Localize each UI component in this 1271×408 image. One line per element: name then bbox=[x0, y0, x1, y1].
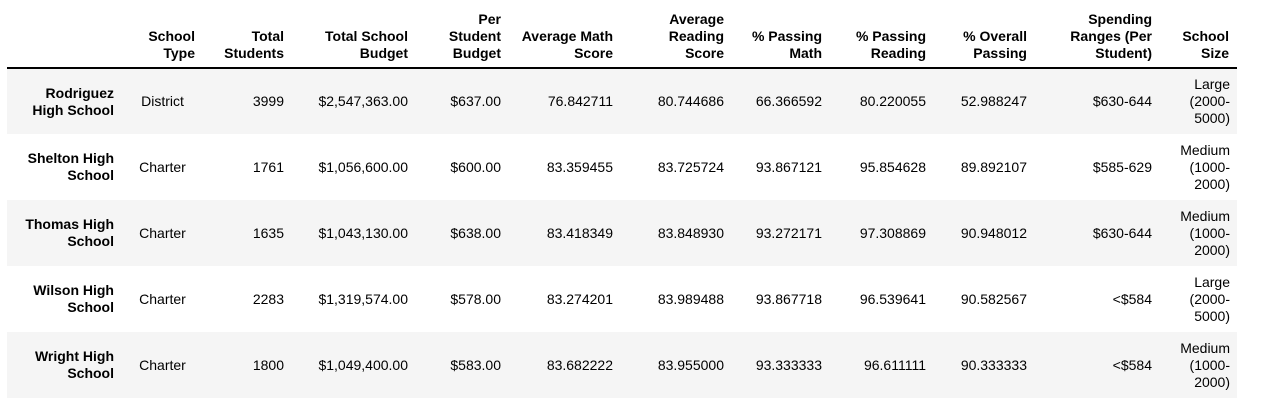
school-size-cell: Large (2000-5000) bbox=[1189, 273, 1230, 324]
passing-reading-cell: 96.539641 bbox=[859, 290, 926, 307]
total-budget-cell: $1,056,600.00 bbox=[318, 158, 408, 175]
per-student-budget-cell: $583.00 bbox=[450, 356, 501, 373]
header-school-size: School Size bbox=[1160, 6, 1237, 69]
passing-math-cell: 93.867718 bbox=[755, 290, 822, 307]
school-summary-table: School Type Total Students Total School … bbox=[7, 6, 1237, 398]
overall-passing-cell: 90.948012 bbox=[960, 224, 1027, 241]
average-math-cell: 83.418349 bbox=[546, 224, 613, 241]
school-name: Thomas High School bbox=[25, 216, 114, 249]
school-name: Wilson High School bbox=[33, 282, 114, 315]
total-students-cell: 3999 bbox=[252, 93, 284, 109]
school-type-cell: District bbox=[141, 93, 184, 109]
spending-range-cell: $630-644 bbox=[1092, 224, 1152, 241]
per-student-budget-cell: $638.00 bbox=[450, 224, 501, 241]
school-type-cell: Charter bbox=[139, 356, 186, 373]
passing-reading-cell: 97.308869 bbox=[859, 224, 926, 241]
passing-math-cell: 93.333333 bbox=[755, 356, 822, 373]
per-student-budget-cell: $637.00 bbox=[450, 93, 501, 109]
total-students-cell: 1635 bbox=[252, 224, 284, 241]
table-row: Wright High School Charter 1800 $1,049,4… bbox=[7, 332, 1237, 398]
header-per-student-budget: Per Student Budget bbox=[416, 6, 509, 69]
spending-range-cell: <$584 bbox=[1112, 356, 1152, 373]
average-reading-cell: 83.725724 bbox=[657, 158, 724, 175]
table-row: Thomas High School Charter 1635 $1,043,1… bbox=[7, 200, 1237, 266]
overall-passing-cell: 90.582567 bbox=[960, 290, 1027, 307]
passing-reading-cell: 96.611111 bbox=[863, 356, 926, 373]
header-passing-reading: % Passing Reading bbox=[830, 6, 934, 69]
overall-passing-cell: 52.988247 bbox=[960, 93, 1027, 109]
school-size-cell: Large (2000-5000) bbox=[1189, 76, 1230, 126]
header-overall-passing: % Overall Passing bbox=[934, 6, 1035, 69]
spending-range-cell: <$584 bbox=[1112, 290, 1152, 307]
header-index bbox=[7, 6, 122, 69]
table-header: School Type Total Students Total School … bbox=[7, 6, 1237, 69]
passing-math-cell: 66.366592 bbox=[755, 93, 822, 109]
school-name: Rodriguez High School bbox=[32, 84, 114, 118]
total-students-cell: 1800 bbox=[252, 356, 284, 373]
header-spending-ranges: Spending Ranges (Per Student) bbox=[1035, 6, 1160, 69]
overall-passing-cell: 90.333333 bbox=[960, 356, 1027, 373]
average-math-cell: 83.682222 bbox=[546, 356, 613, 373]
average-math-cell: 83.274201 bbox=[546, 290, 613, 307]
total-students-cell: 1761 bbox=[252, 158, 284, 175]
average-math-cell: 83.359455 bbox=[546, 158, 613, 175]
header-total-students: Total Students bbox=[203, 6, 292, 69]
table-body: Rodriguez High School District 3999 $2,5… bbox=[7, 68, 1237, 398]
total-budget-cell: $1,043,130.00 bbox=[318, 224, 408, 241]
school-size-cell: Medium (1000-2000) bbox=[1180, 339, 1230, 390]
spending-range-cell: $585-629 bbox=[1092, 158, 1152, 175]
passing-math-cell: 93.867121 bbox=[755, 158, 822, 175]
passing-reading-cell: 95.854628 bbox=[859, 158, 926, 175]
table-row: Wilson High School Charter 2283 $1,319,5… bbox=[7, 266, 1237, 332]
total-budget-cell: $1,049,400.00 bbox=[318, 356, 408, 373]
average-reading-cell: 83.989488 bbox=[657, 290, 724, 307]
per-student-budget-cell: $600.00 bbox=[450, 158, 501, 175]
per-student-budget-cell: $578.00 bbox=[450, 290, 501, 307]
school-type-cell: Charter bbox=[139, 290, 186, 307]
table-row: Shelton High School Charter 1761 $1,056,… bbox=[7, 134, 1237, 200]
average-reading-cell: 83.955000 bbox=[657, 356, 724, 373]
school-name: Wright High School bbox=[34, 348, 114, 381]
header-average-reading-score: Average Reading Score bbox=[621, 6, 732, 69]
header-row: School Type Total Students Total School … bbox=[7, 6, 1237, 69]
total-budget-cell: $1,319,574.00 bbox=[318, 290, 408, 307]
header-school-type: School Type bbox=[122, 6, 203, 69]
average-reading-cell: 80.744686 bbox=[657, 93, 724, 109]
school-type-cell: Charter bbox=[139, 224, 186, 241]
header-total-budget: Total School Budget bbox=[292, 6, 416, 69]
school-name: Shelton High School bbox=[27, 150, 114, 183]
table-row: Rodriguez High School District 3999 $2,5… bbox=[7, 68, 1237, 134]
spending-range-cell: $630-644 bbox=[1092, 93, 1152, 109]
header-average-math-score: Average Math Score bbox=[509, 6, 621, 69]
school-size-cell: Medium (1000-2000) bbox=[1180, 207, 1230, 258]
total-students-cell: 2283 bbox=[252, 290, 284, 307]
average-math-cell: 76.842711 bbox=[547, 93, 613, 109]
header-passing-math: % Passing Math bbox=[732, 6, 830, 69]
passing-reading-cell: 80.220055 bbox=[859, 93, 926, 109]
total-budget-cell: $2,547,363.00 bbox=[318, 93, 408, 109]
average-reading-cell: 83.848930 bbox=[657, 224, 724, 241]
school-size-cell: Medium (1000-2000) bbox=[1180, 141, 1230, 192]
passing-math-cell: 93.272171 bbox=[755, 224, 822, 241]
school-type-cell: Charter bbox=[139, 158, 186, 175]
overall-passing-cell: 89.892107 bbox=[960, 158, 1027, 175]
